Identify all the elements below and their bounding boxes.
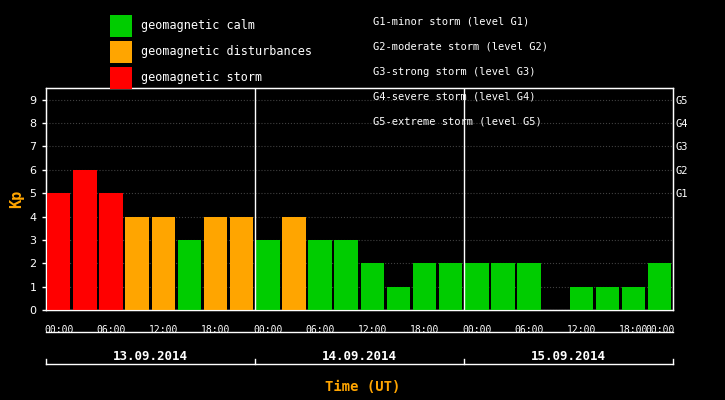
Bar bbox=[125, 216, 149, 310]
Text: 18:00: 18:00 bbox=[201, 325, 231, 335]
Text: 00:00: 00:00 bbox=[645, 325, 674, 335]
Text: 12:00: 12:00 bbox=[357, 325, 387, 335]
Text: 06:00: 06:00 bbox=[515, 325, 544, 335]
Bar bbox=[386, 287, 410, 310]
Text: G5-extreme storm (level G5): G5-extreme storm (level G5) bbox=[373, 116, 542, 126]
Text: geomagnetic disturbances: geomagnetic disturbances bbox=[141, 46, 312, 58]
Text: 14.09.2014: 14.09.2014 bbox=[322, 350, 397, 363]
Bar bbox=[256, 240, 280, 310]
Text: geomagnetic storm: geomagnetic storm bbox=[141, 72, 262, 84]
Bar bbox=[230, 216, 254, 310]
Text: geomagnetic calm: geomagnetic calm bbox=[141, 20, 255, 32]
Y-axis label: Kp: Kp bbox=[9, 190, 24, 208]
Bar bbox=[47, 193, 70, 310]
Bar bbox=[413, 263, 436, 310]
Bar bbox=[334, 240, 358, 310]
Bar bbox=[282, 216, 306, 310]
Text: G4-severe storm (level G4): G4-severe storm (level G4) bbox=[373, 92, 536, 102]
Text: 13.09.2014: 13.09.2014 bbox=[112, 350, 188, 363]
Text: Time (UT): Time (UT) bbox=[325, 380, 400, 394]
Bar bbox=[308, 240, 332, 310]
Text: 12:00: 12:00 bbox=[567, 325, 596, 335]
Text: G2-moderate storm (level G2): G2-moderate storm (level G2) bbox=[373, 42, 548, 52]
Text: 00:00: 00:00 bbox=[44, 325, 73, 335]
Bar bbox=[622, 287, 645, 310]
Bar bbox=[360, 263, 384, 310]
Bar bbox=[204, 216, 227, 310]
Text: 15.09.2014: 15.09.2014 bbox=[531, 350, 606, 363]
Bar bbox=[648, 263, 671, 310]
Bar bbox=[73, 170, 96, 310]
Bar bbox=[178, 240, 201, 310]
Bar bbox=[439, 263, 463, 310]
Text: 12:00: 12:00 bbox=[149, 325, 178, 335]
Text: 00:00: 00:00 bbox=[462, 325, 492, 335]
Text: 18:00: 18:00 bbox=[619, 325, 648, 335]
Bar bbox=[99, 193, 123, 310]
Bar bbox=[492, 263, 515, 310]
Text: G1-minor storm (level G1): G1-minor storm (level G1) bbox=[373, 17, 530, 27]
Text: 18:00: 18:00 bbox=[410, 325, 439, 335]
Bar bbox=[152, 216, 175, 310]
Text: 06:00: 06:00 bbox=[305, 325, 335, 335]
Bar bbox=[596, 287, 619, 310]
Text: 00:00: 00:00 bbox=[253, 325, 283, 335]
Text: 06:00: 06:00 bbox=[96, 325, 125, 335]
Text: G3-strong storm (level G3): G3-strong storm (level G3) bbox=[373, 67, 536, 77]
Bar bbox=[465, 263, 489, 310]
Bar bbox=[570, 287, 593, 310]
Bar bbox=[518, 263, 541, 310]
